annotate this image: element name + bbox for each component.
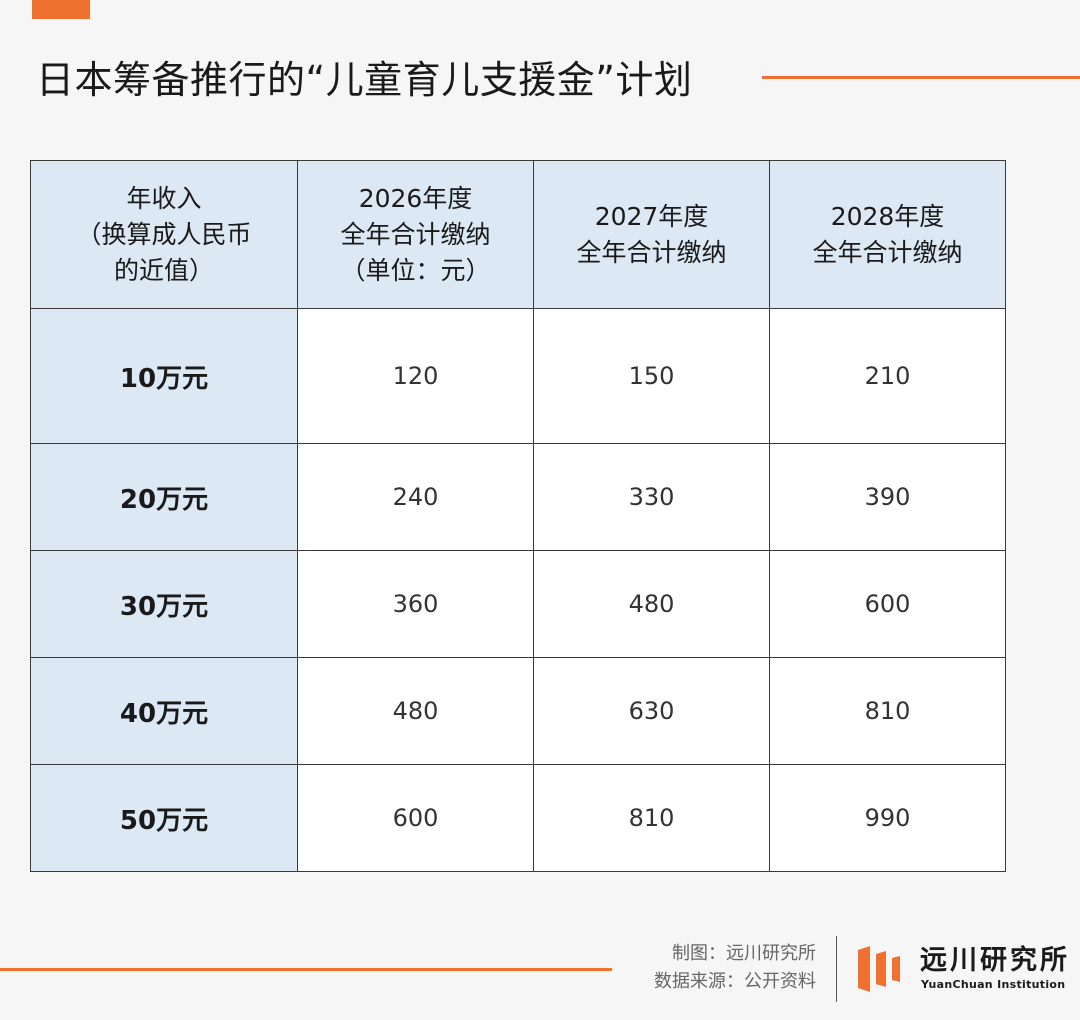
table-row: 50万元 600 810 990 xyxy=(30,764,1006,872)
header-line: （换算成人民币 xyxy=(76,219,252,249)
cell-value: 810 xyxy=(533,764,770,872)
data-table: 年收入 （换算成人民币 的近值） 2026年度 全年合计缴纳 （单位：元） 20… xyxy=(30,160,1006,872)
row-label: 10万元 xyxy=(30,308,298,444)
header-2026: 2026年度 全年合计缴纳 （单位：元） xyxy=(297,160,534,309)
table-row: 30万元 360 480 600 xyxy=(30,550,1006,658)
cell-value: 480 xyxy=(533,550,770,658)
cell-value: 210 xyxy=(769,308,1006,444)
header-line: （单位：元） xyxy=(340,255,491,285)
row-label: 50万元 xyxy=(30,764,298,872)
top-accent-bar xyxy=(32,0,90,19)
header-line: 2026年度 xyxy=(358,183,473,213)
row-label: 20万元 xyxy=(30,443,298,551)
header-2028: 2028年度 全年合计缴纳 xyxy=(769,160,1006,309)
cell-value: 600 xyxy=(297,764,534,872)
header-2027: 2027年度 全年合计缴纳 xyxy=(533,160,770,309)
table-row: 40万元 480 630 810 xyxy=(30,657,1006,765)
chart-credit: 制图：远川研究所 xyxy=(672,943,816,964)
header-row: 年收入 （换算成人民币 的近值） 2026年度 全年合计缴纳 （单位：元） 20… xyxy=(30,160,1006,309)
brand-name-en: YuanChuan Institution xyxy=(921,978,1066,991)
row-label: 30万元 xyxy=(30,550,298,658)
header-line: 2027年度 xyxy=(594,201,709,231)
header-income: 年收入 （换算成人民币 的近值） xyxy=(30,160,298,309)
header-line: 2028年度 xyxy=(830,201,945,231)
cell-value: 330 xyxy=(533,443,770,551)
cell-value: 630 xyxy=(533,657,770,765)
footer-divider xyxy=(836,936,837,1002)
table-row: 10万元 120 150 210 xyxy=(30,308,1006,444)
cell-value: 990 xyxy=(769,764,1006,872)
cell-value: 390 xyxy=(769,443,1006,551)
header-line: 全年合计缴纳 xyxy=(340,219,491,249)
table-row: 20万元 240 330 390 xyxy=(30,443,1006,551)
credit-block: 制图：远川研究所 数据来源：公开资料 xyxy=(654,940,816,996)
cell-value: 240 xyxy=(297,443,534,551)
footer-rule xyxy=(0,968,612,971)
row-label: 40万元 xyxy=(30,657,298,765)
title-rule xyxy=(762,76,1080,79)
header-line: 全年合计缴纳 xyxy=(812,237,963,267)
cell-value: 480 xyxy=(297,657,534,765)
cell-value: 120 xyxy=(297,308,534,444)
cell-value: 360 xyxy=(297,550,534,658)
brand-name: 远川研究所 xyxy=(920,945,1070,976)
data-source: 数据来源：公开资料 xyxy=(654,971,816,992)
cell-value: 810 xyxy=(769,657,1006,765)
cell-value: 600 xyxy=(769,550,1006,658)
header-line: 的近值） xyxy=(113,255,214,285)
header-line: 全年合计缴纳 xyxy=(576,237,727,267)
cell-value: 150 xyxy=(533,308,770,444)
page-title: 日本筹备推行的“儿童育儿支援金”计划 xyxy=(36,58,693,102)
yuanchuan-logo-icon xyxy=(858,946,900,992)
header-line: 年收入 xyxy=(126,183,202,213)
